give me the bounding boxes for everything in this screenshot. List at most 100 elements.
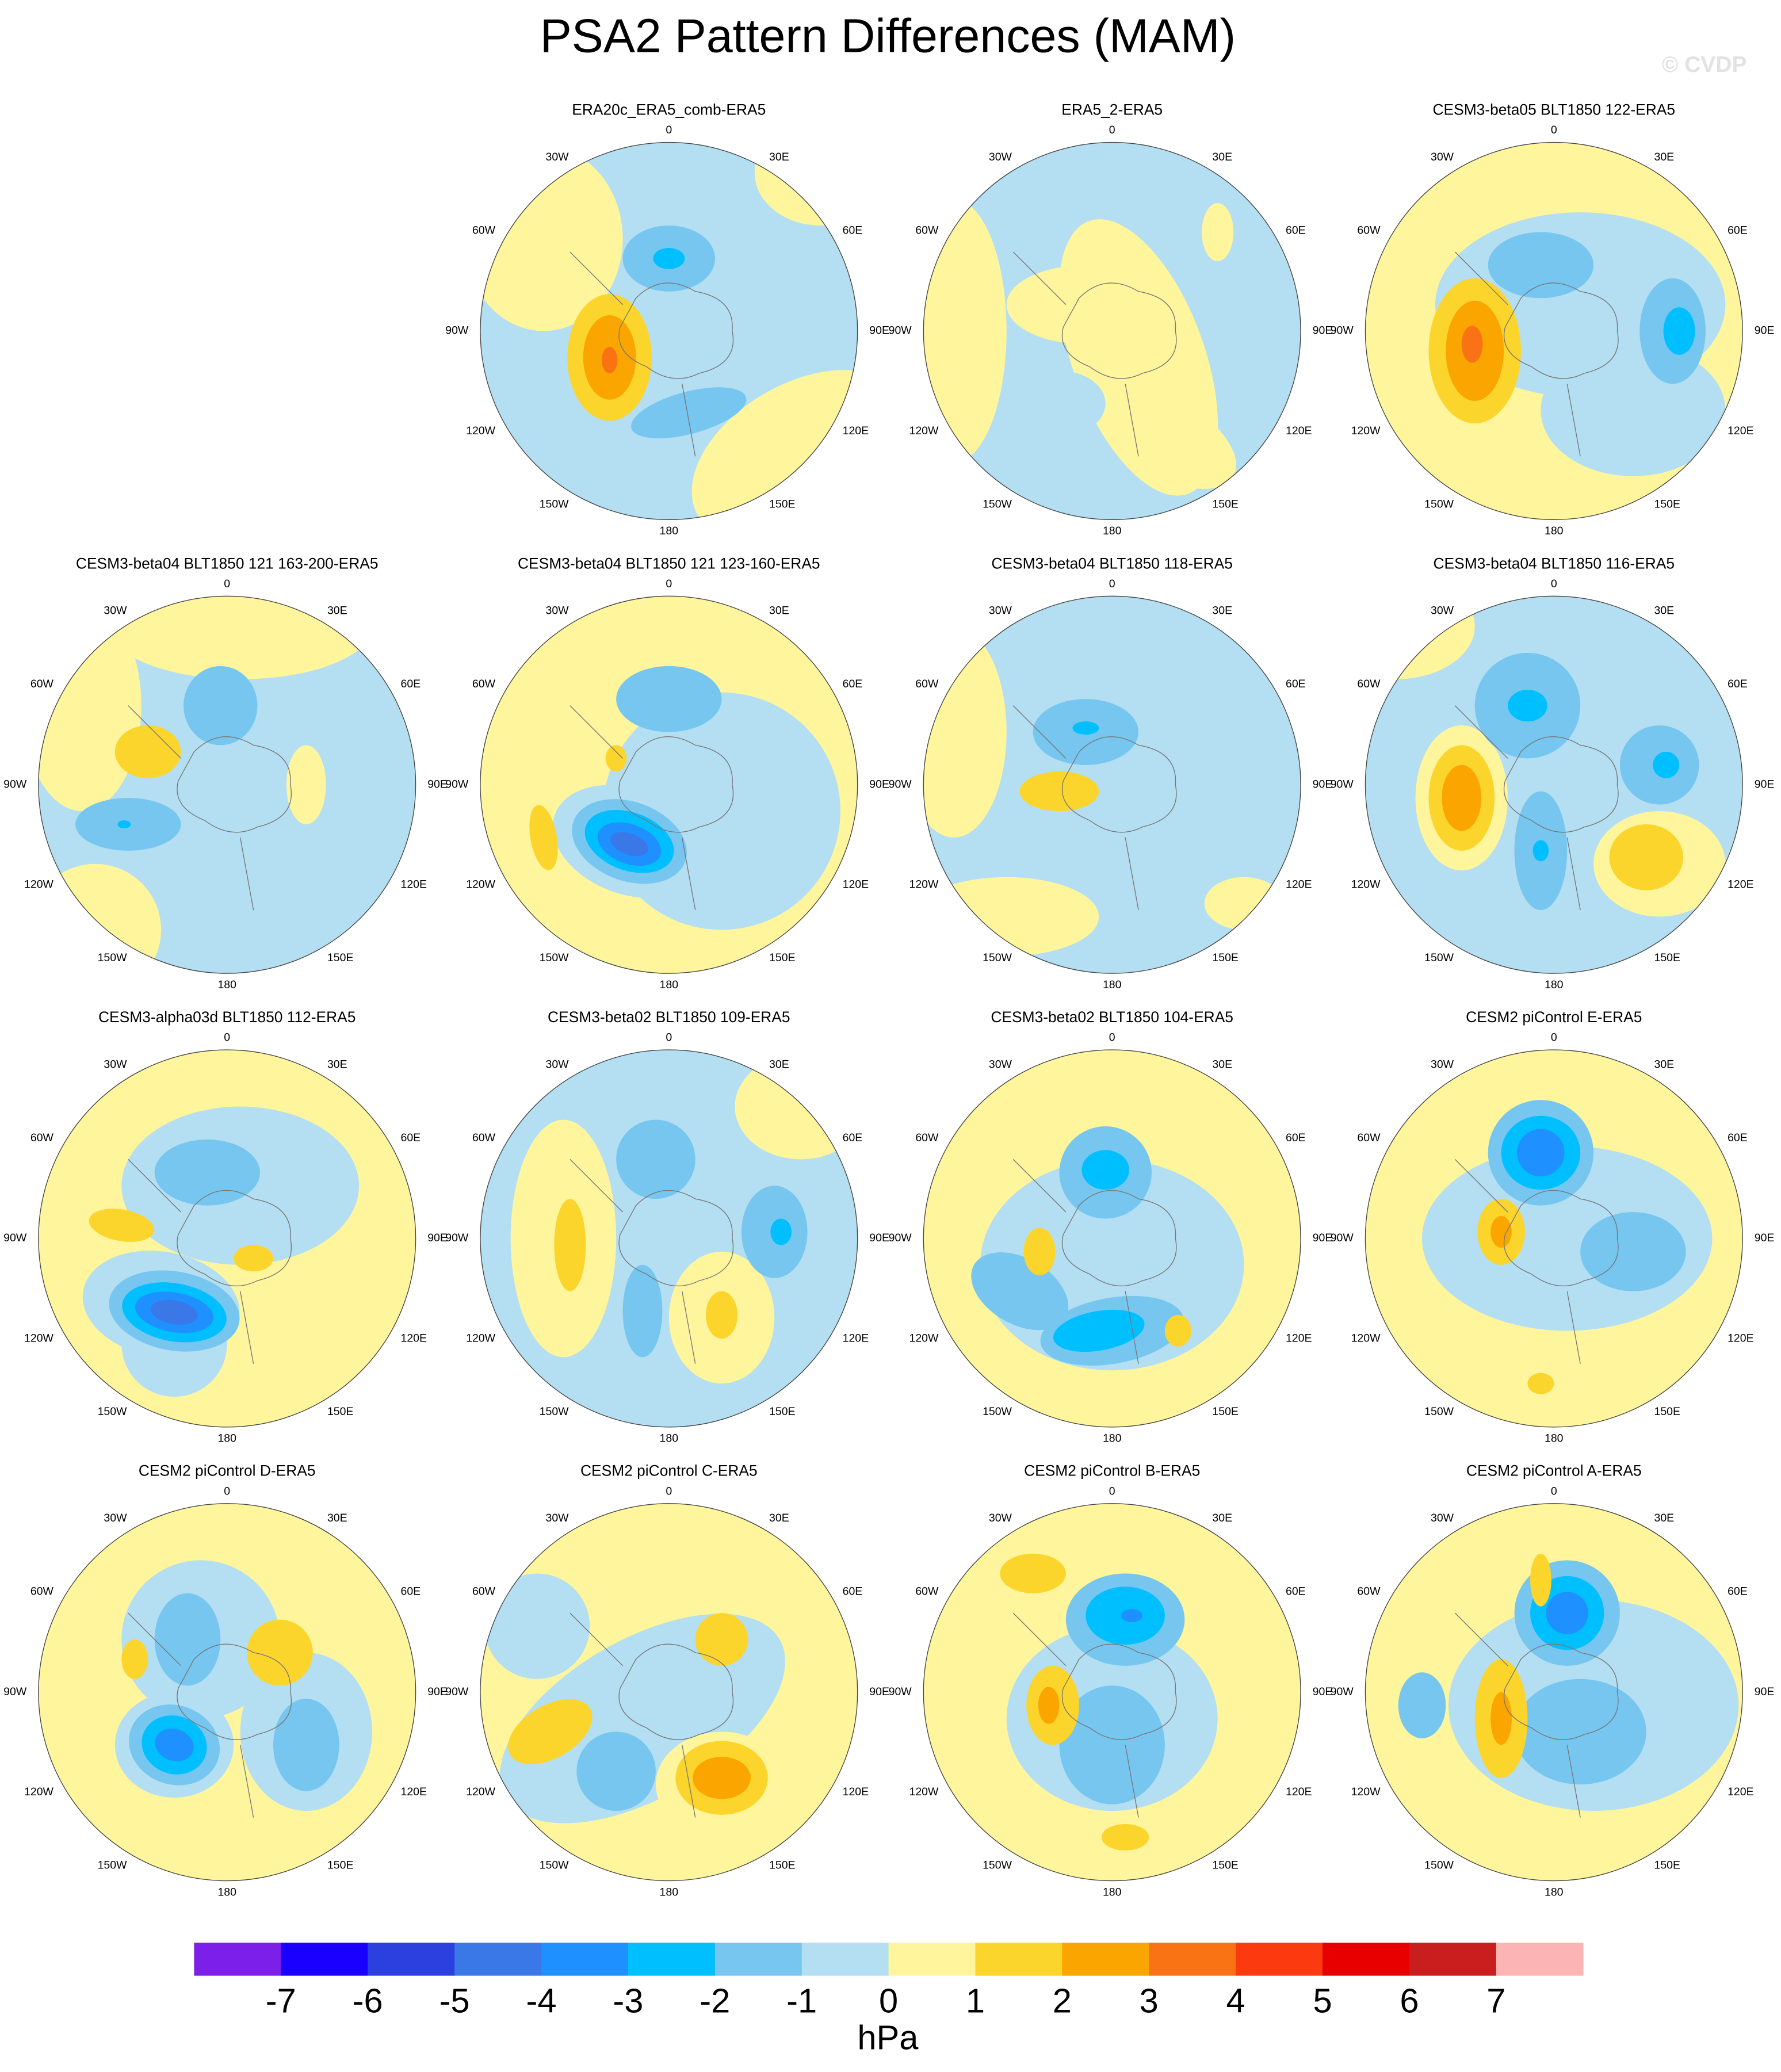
coastline: [570, 1612, 734, 1818]
colorbar-box: [975, 1943, 1063, 1976]
longitude-label: 0: [666, 124, 672, 136]
contour-region: [1023, 1228, 1056, 1276]
longitude-label: 150W: [540, 1405, 569, 1418]
longitude-label: 60E: [401, 1131, 421, 1144]
longitude-label: 90E: [1755, 1685, 1775, 1698]
contour-region: [1093, 384, 1236, 489]
longitude-label: 60E: [843, 1131, 863, 1144]
panel-title: ERA5_2-ERA5: [1061, 101, 1163, 118]
longitude-label: 30E: [327, 1512, 347, 1524]
longitude-label: 30W: [546, 605, 570, 617]
colorbar-tick-label: 0: [879, 1982, 898, 2020]
longitude-label: 30W: [546, 151, 570, 163]
longitude-label: 90W: [3, 1685, 27, 1698]
longitude-label: 90E: [427, 1232, 448, 1244]
contour-region: [923, 626, 1007, 838]
longitude-label: 180: [217, 1886, 236, 1898]
contour-field: [923, 1050, 1301, 1427]
longitude-label: 0: [1109, 578, 1115, 590]
longitude-label: 0: [1109, 124, 1115, 136]
longitude-label: 30E: [1654, 1058, 1675, 1071]
map-panel: CESM3-beta04 BLT1850 118-ERA5 0 30E 60E 90E 1…: [889, 555, 1333, 991]
longitude-label: 150E: [769, 1405, 795, 1418]
contour-region: [770, 1218, 792, 1245]
panel-title: CESM2 piControl E-ERA5: [1466, 1008, 1642, 1026]
coastline: [1012, 705, 1177, 911]
longitude-label: 60W: [472, 1131, 496, 1144]
contour-field: [480, 142, 858, 520]
colorbar-box: [368, 1943, 455, 1976]
longitude-label: 60W: [915, 1131, 939, 1144]
colorbar: -7 -6 -5 -4 -3 -2 -1 0 1 2 3 4 5 6 7 hPa: [194, 1943, 1584, 2057]
contour-region: [601, 347, 618, 373]
contour-field: [38, 596, 416, 974]
longitude-label: 120E: [843, 878, 869, 891]
contour-region: [1081, 1150, 1129, 1190]
panel-title: CESM2 piControl B-ERA5: [1024, 1462, 1200, 1480]
longitude-label: 90E: [1755, 324, 1775, 337]
longitude-label: 150W: [98, 951, 127, 964]
panel-title: CESM2 piControl A-ERA5: [1466, 1462, 1642, 1480]
longitude-label: 150E: [1212, 951, 1238, 964]
contour-region: [1121, 1609, 1142, 1623]
longitude-label: 30E: [769, 1058, 789, 1071]
longitude-label: 180: [660, 1886, 679, 1898]
colorbar-tick-label: 4: [1226, 1982, 1245, 2020]
longitude-label: 120W: [24, 878, 53, 891]
contour-region: [754, 142, 858, 226]
longitude-label: 60W: [472, 678, 496, 690]
map-panel: CESM2 piControl E-ERA5 0 30E 60E 90E 120E 150E…: [1331, 1008, 1775, 1445]
longitude-label: 90W: [889, 778, 912, 790]
longitude-label: 150E: [1654, 1405, 1680, 1418]
panel-title: CESM2 piControl D-ERA5: [139, 1462, 316, 1480]
contour-region: [89, 1209, 154, 1242]
longitude-label: 150E: [769, 1859, 795, 1872]
map-border: [480, 142, 858, 521]
longitude-label: 60E: [401, 1585, 421, 1598]
contour-region: [1488, 232, 1594, 299]
panel-title: CESM3-beta04 BLT1850 116-ERA5: [1434, 555, 1675, 572]
contour-region: [653, 248, 685, 269]
panel-title: CESM2 piControl C-ERA5: [580, 1462, 758, 1480]
longitude-label: 60E: [843, 224, 863, 236]
longitude-label: 60E: [1286, 678, 1306, 690]
contour-region: [1019, 771, 1099, 812]
colorbar-tick-label: -1: [786, 1982, 817, 2020]
panel-title: CESM3-alpha03d BLT1850 112-ERA5: [98, 1008, 356, 1026]
colorbar-units: hPa: [857, 2019, 919, 2057]
longitude-label: 60W: [30, 1585, 54, 1598]
longitude-label: 150W: [1424, 1405, 1454, 1418]
contour-region: [1580, 1212, 1686, 1291]
colorbar-box: [1062, 1943, 1149, 1976]
contour-region: [576, 1731, 656, 1811]
longitude-label: 150W: [540, 1859, 569, 1872]
contour-region: [1000, 1553, 1066, 1593]
longitude-label: 60W: [1357, 224, 1381, 236]
longitude-label: 0: [1109, 1485, 1115, 1497]
longitude-label: 0: [666, 578, 672, 590]
longitude-label: 90W: [445, 324, 469, 337]
figure-title: PSA2 Pattern Differences (MAM): [540, 10, 1236, 63]
colorbar-tick-label: 7: [1486, 1982, 1505, 2020]
colorbar-tick-label: -5: [439, 1982, 470, 2020]
longitude-label: 180: [1545, 1886, 1564, 1898]
longitude-label: 120W: [1351, 425, 1381, 437]
longitude-label: 30E: [1212, 151, 1232, 163]
coastline: [128, 1612, 292, 1818]
longitude-label: 150E: [327, 1859, 353, 1872]
longitude-label: 90W: [445, 1685, 469, 1698]
longitude-label: 90E: [1313, 778, 1333, 790]
longitude-label: 120E: [1286, 1332, 1312, 1344]
longitude-label: 90W: [889, 1685, 912, 1698]
watermark: © CVDP: [1662, 52, 1747, 77]
longitude-label: 30W: [989, 605, 1012, 617]
colorbar-box: [1236, 1943, 1323, 1976]
contour-region: [631, 387, 747, 439]
panel-title: CESM3-beta04 BLT1850 121 163-200-ERA5: [76, 555, 379, 572]
longitude-label: 60W: [472, 224, 496, 236]
longitude-label: 120E: [1286, 878, 1312, 891]
coastline: [1012, 1612, 1177, 1818]
longitude-label: 180: [1103, 1886, 1122, 1898]
map-border: [480, 595, 858, 974]
